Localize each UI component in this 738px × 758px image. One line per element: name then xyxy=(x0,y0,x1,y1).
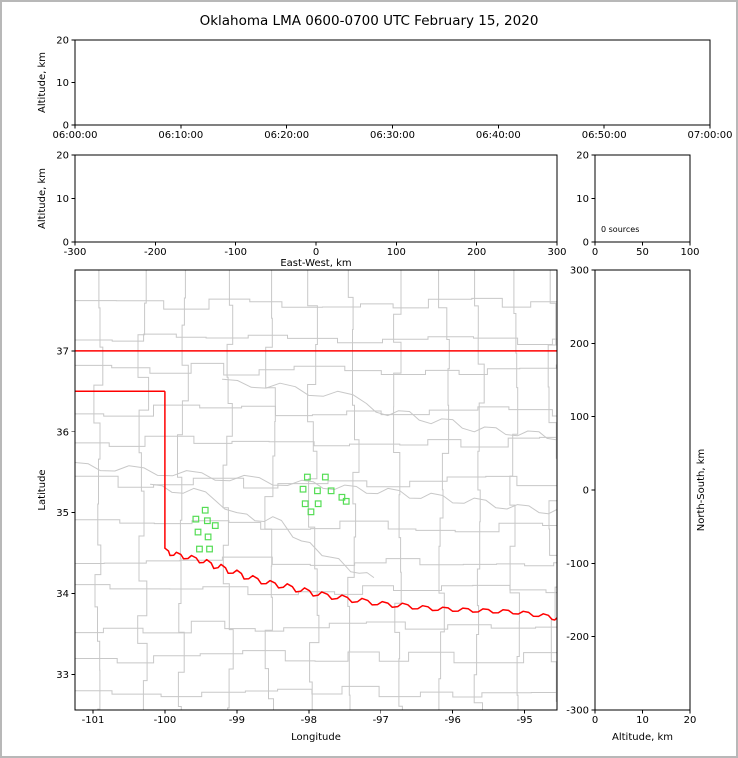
x-tick-label: 06:10:00 xyxy=(158,130,203,141)
washita-river xyxy=(150,483,375,578)
lma-station-marker xyxy=(303,473,311,481)
y-axis-label: Latitude xyxy=(37,469,48,510)
lma-station-marker xyxy=(299,485,307,493)
panel-background xyxy=(75,40,710,125)
y-tick-label: 0 xyxy=(583,238,589,249)
panel-east-west: -300 -200 -100 0 100 200 300 0 10 20 East-West, km… xyxy=(37,151,567,270)
y-axis-label: Altitude, km xyxy=(37,168,48,229)
y-tick-label: 20 xyxy=(56,151,69,162)
panel-frame xyxy=(74,269,558,711)
lma-station-marker xyxy=(314,500,322,508)
lma-station-marker xyxy=(327,487,335,495)
lma-station-marker xyxy=(203,517,211,525)
y-tick-label: 34 xyxy=(56,589,69,600)
panel-background xyxy=(595,155,690,242)
lma-station-marker xyxy=(194,528,202,536)
x-tick-label: 0 xyxy=(592,715,598,726)
x-tick-label: 10 xyxy=(636,715,649,726)
x-tick-label: 100 xyxy=(680,247,699,258)
y-tick-label: 200 xyxy=(570,339,589,350)
lma-station-marker xyxy=(321,473,329,481)
y-tick-label: -200 xyxy=(566,632,589,643)
lma-station-marker xyxy=(206,545,213,553)
y-tick-label: 0 xyxy=(63,121,69,132)
lma-station-marker xyxy=(301,500,309,508)
lma-station-marker xyxy=(192,515,200,523)
x-tick-label: 0 xyxy=(592,247,598,258)
panel-histogram: 0 50 100 0 10 20 0 sources xyxy=(576,151,699,259)
map-content xyxy=(75,270,557,710)
x-tick-label: -98 xyxy=(301,715,317,726)
canadian-river xyxy=(75,462,557,515)
y-tick-label: 100 xyxy=(570,412,589,423)
figure-title: Oklahoma LMA 0600-0700 UTC February 15, … xyxy=(199,13,539,29)
x-tick-label: 06:40:00 xyxy=(476,130,521,141)
x-tick-label: 200 xyxy=(467,247,486,258)
x-tick-label: 20 xyxy=(684,715,697,726)
y-tick-label: 10 xyxy=(56,78,69,89)
x-tick-label: 100 xyxy=(387,247,406,258)
y-tick-label: 0 xyxy=(583,486,589,497)
y-tick-label: -300 xyxy=(566,706,589,717)
lma-station-marker xyxy=(307,508,315,516)
x-tick-label: -100 xyxy=(224,247,247,258)
lma-station-marker xyxy=(211,522,219,529)
y-tick-label: 0 xyxy=(63,238,69,249)
x-axis-label: East-West, km xyxy=(280,258,351,269)
y-tick-label: 300 xyxy=(570,266,589,277)
sources-annotation: 0 sources xyxy=(601,225,639,234)
panel-background xyxy=(75,155,557,242)
y-tick-label: 10 xyxy=(576,194,589,205)
y-tick-label: -100 xyxy=(566,559,589,570)
y-axis-label: Altitude, km xyxy=(37,52,48,113)
lma-station-marker xyxy=(338,493,346,501)
y-tick-label: 20 xyxy=(56,36,69,47)
x-tick-label: -96 xyxy=(445,715,461,726)
x-tick-label: 06:30:00 xyxy=(370,130,415,141)
y-tick-label: 10 xyxy=(56,194,69,205)
y-tick-label: 37 xyxy=(56,346,69,357)
lma-station-marker xyxy=(342,497,350,505)
state-border xyxy=(75,350,557,549)
lma-stations xyxy=(192,473,350,553)
y-tick-label: 35 xyxy=(56,508,69,519)
panel-north-south: 0 10 20 -300 -200 -100 0 100 200 300 Altitude, km N… xyxy=(566,266,707,744)
x-tick-label: -95 xyxy=(516,715,532,726)
x-tick-label: -100 xyxy=(154,715,177,726)
lma-station-marker xyxy=(204,533,212,541)
x-axis-label: Altitude, km xyxy=(612,732,673,743)
y-tick-label: 33 xyxy=(56,670,69,681)
x-tick-label: 06:00:00 xyxy=(53,130,98,141)
y-tick-label: 20 xyxy=(576,151,589,162)
x-tick-label: 06:50:00 xyxy=(582,130,627,141)
x-tick-label: 50 xyxy=(636,247,649,258)
x-tick-label: -101 xyxy=(82,715,105,726)
x-tick-label: -99 xyxy=(229,715,245,726)
panel-background xyxy=(595,270,690,710)
panel-map: -101 -100 -99 -98 -97 -96 -95 33 34 35 36 37 Longitu… xyxy=(37,269,558,743)
county-borders xyxy=(75,270,557,710)
x-tick-label: 0 xyxy=(313,247,319,258)
x-tick-label: -300 xyxy=(64,247,87,258)
lma-station-marker xyxy=(201,506,209,514)
x-tick-label: 300 xyxy=(547,247,566,258)
y-tick-label: 36 xyxy=(56,427,69,438)
x-tick-label: 06:20:00 xyxy=(264,130,309,141)
x-tick-label: 07:00:00 xyxy=(688,130,733,141)
x-tick-label: -97 xyxy=(373,715,389,726)
x-axis-label: Longitude xyxy=(291,732,341,743)
arkansas-river xyxy=(222,378,557,441)
lma-station-marker xyxy=(314,487,321,495)
y-axis-label: North-South, km xyxy=(696,449,707,532)
red-river-border xyxy=(164,547,557,621)
x-tick-label: -200 xyxy=(144,247,167,258)
panel-time-height: 06:00:00 06:10:00 06:20:00 06:30:00 06:40:00… xyxy=(37,36,732,142)
lma-station-marker xyxy=(196,545,203,553)
